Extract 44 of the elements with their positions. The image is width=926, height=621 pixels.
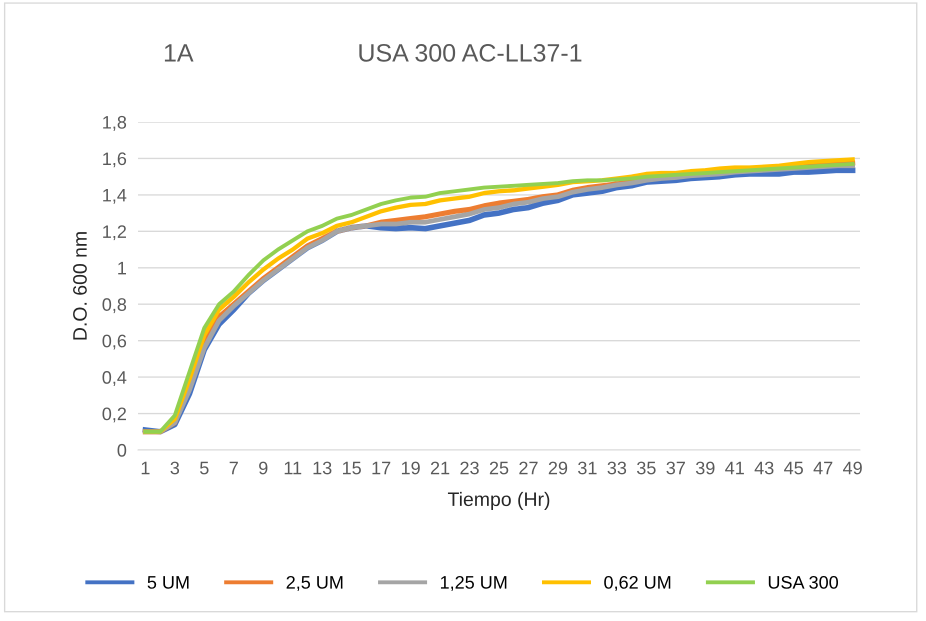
legend-label: 5 UM <box>148 576 189 589</box>
x-tick-label: 27 <box>519 462 538 474</box>
x-tick-label: 37 <box>666 462 685 474</box>
x-tick-label: 49 <box>843 462 862 474</box>
x-tick-label: 31 <box>578 462 597 474</box>
legend-label: 0,62 UM <box>604 576 670 591</box>
y-tick-label: 1 <box>118 262 126 274</box>
y-tick-label: 1,4 <box>103 189 126 204</box>
x-tick-label: 39 <box>696 462 714 474</box>
x-tick-label: 11 <box>284 462 302 474</box>
x-tick-label: 45 <box>784 462 803 474</box>
x-tick-label: 23 <box>460 462 479 474</box>
y-tick-label: 1,6 <box>103 152 126 168</box>
x-tick-label: 21 <box>430 462 450 474</box>
x-tick-label: 15 <box>342 462 361 474</box>
y-tick-label: 1,8 <box>103 116 126 131</box>
y-tick-label: 0,2 <box>102 407 126 422</box>
y-tick-label: 0,4 <box>102 371 126 386</box>
y-axis-title: D.O. 600 nm <box>73 232 87 340</box>
x-tick-label: 25 <box>490 462 508 474</box>
x-tick-label: 43 <box>754 462 774 474</box>
x-tick-label: 47 <box>814 462 832 474</box>
x-tick-label: 19 <box>402 462 420 474</box>
y-tick-label: 0 <box>118 444 126 457</box>
x-tick-label: 3 <box>170 462 180 474</box>
chart-title: USA 300 AC-LL37-1 <box>359 44 582 62</box>
x-tick-label: 7 <box>230 462 238 474</box>
x-tick-label: 17 <box>372 462 390 474</box>
legend-label: USA 300 <box>768 576 838 589</box>
x-tick-label: 9 <box>259 462 268 474</box>
x-tick-label: 13 <box>314 462 332 474</box>
y-tick-label: 1,2 <box>103 225 126 240</box>
y-tick-label: 0,6 <box>102 334 126 350</box>
x-tick-label: 33 <box>608 462 626 474</box>
text: 1A <box>164 44 194 62</box>
x-tick-label: 5 <box>200 462 209 474</box>
x-axis-title: Tiempo (Hr) <box>448 492 550 510</box>
legend-label: 1,25 UM <box>440 576 506 591</box>
x-tick-label: 35 <box>636 462 656 474</box>
y-tick-label: 0,8 <box>102 298 126 314</box>
legend-label: 2,5 UM <box>286 576 342 591</box>
x-tick-label: 41 <box>725 462 744 474</box>
x-tick-label: 29 <box>548 462 568 474</box>
x-tick-label: 1 <box>142 462 150 474</box>
